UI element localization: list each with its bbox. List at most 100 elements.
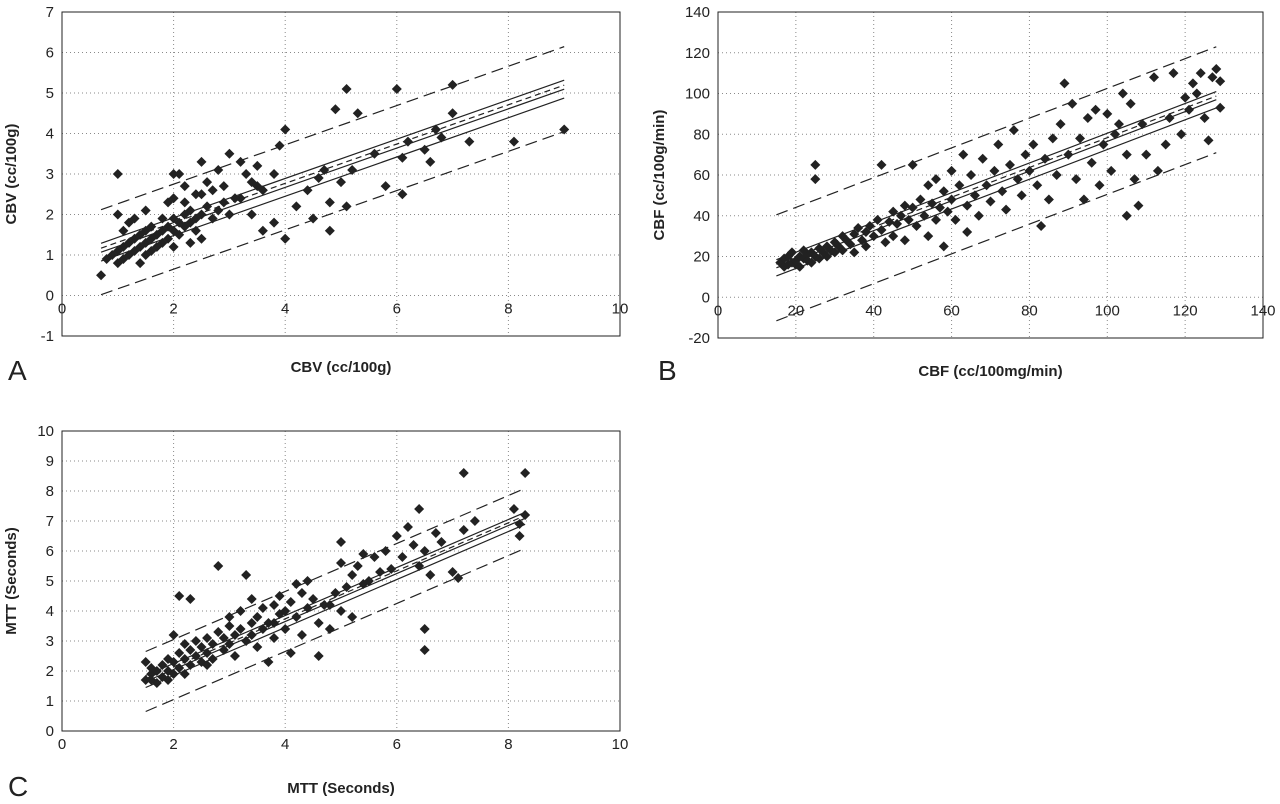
data-point: [274, 140, 285, 151]
data-point: [202, 660, 213, 670]
data-point: [1110, 129, 1121, 140]
data-point: [336, 537, 346, 547]
data-point: [313, 173, 324, 184]
data-point: [973, 210, 984, 221]
data-point: [196, 156, 207, 167]
y-tick-label: 20: [693, 249, 710, 266]
data-point: [402, 522, 413, 532]
y-tick-label: 100: [685, 86, 710, 103]
x-tick-label: 10: [612, 301, 629, 318]
data-point: [118, 254, 129, 265]
data-point: [252, 160, 263, 171]
data-point: [391, 83, 402, 94]
x-tick-label: 140: [1250, 302, 1275, 319]
data-point: [168, 241, 179, 252]
data-point: [218, 633, 229, 643]
data-point: [1168, 68, 1179, 79]
data-point: [252, 181, 263, 192]
y-tick-label: 3: [46, 633, 54, 650]
data-point: [146, 675, 157, 685]
data-point: [1137, 119, 1148, 130]
data-point: [246, 630, 257, 640]
data-point: [1090, 104, 1101, 115]
data-point: [202, 648, 213, 658]
data-point: [157, 660, 168, 670]
data-point: [196, 642, 207, 652]
data-point: [888, 206, 899, 217]
data-point: [1094, 180, 1105, 191]
data-point: [146, 221, 157, 232]
data-point: [1036, 220, 1047, 231]
y-tick-label: 2: [46, 663, 54, 680]
data-point: [1176, 129, 1187, 140]
data-point: [868, 231, 879, 242]
data-point: [1012, 174, 1023, 185]
data-point: [899, 200, 910, 211]
y-axis-title: MTT (Seconds): [3, 527, 20, 635]
data-point: [185, 594, 196, 604]
data-point: [341, 201, 352, 212]
data-point: [179, 639, 190, 649]
data-point: [923, 231, 934, 242]
data-point: [1067, 98, 1078, 109]
data-point: [207, 185, 218, 196]
data-point: [168, 193, 179, 204]
x-tick-label: 0: [714, 302, 722, 319]
x-tick-label: 20: [788, 302, 805, 319]
prediction-upper: [145, 487, 526, 653]
data-point: [1160, 139, 1171, 150]
x-tick-label: 100: [1095, 302, 1120, 319]
data-point: [1004, 159, 1015, 170]
data-point: [391, 531, 402, 541]
data-point: [174, 169, 185, 179]
data-point: [213, 164, 224, 175]
data-point: [118, 225, 129, 236]
data-point: [363, 576, 374, 586]
x-axis-title: CBV (cc/100g): [291, 359, 392, 376]
data-point: [397, 189, 408, 200]
y-tick-label: 6: [46, 543, 54, 560]
y-tick-label: 5: [46, 85, 54, 102]
data-point: [241, 570, 252, 580]
data-point: [849, 229, 860, 240]
x-axis-title: MTT (Seconds): [287, 780, 395, 797]
data-point: [453, 573, 464, 583]
data-point: [157, 237, 168, 248]
data-point: [190, 651, 201, 661]
data-point: [1180, 92, 1191, 103]
data-point: [458, 468, 469, 478]
data-point: [274, 591, 285, 601]
data-point: [252, 612, 263, 622]
data-point: [179, 654, 190, 664]
data-point: [981, 180, 992, 191]
data-point: [946, 165, 957, 176]
data-point: [419, 645, 430, 655]
y-tick-label: 1: [46, 693, 54, 710]
data-point: [447, 567, 458, 577]
data-point: [1129, 174, 1140, 185]
data-point: [786, 247, 797, 258]
data-point: [857, 235, 868, 246]
data-point: [1187, 78, 1198, 89]
data-point: [308, 594, 319, 604]
data-point: [224, 209, 235, 220]
data-point: [347, 570, 358, 580]
data-point: [414, 504, 425, 514]
data-point: [341, 83, 352, 94]
data-point: [185, 660, 196, 670]
data-point: [202, 201, 213, 212]
data-point: [430, 528, 441, 538]
data-point: [1055, 119, 1066, 130]
confidence-upper: [776, 91, 1217, 261]
data-point: [985, 196, 996, 207]
data-point: [1001, 204, 1012, 215]
data-point: [814, 253, 825, 264]
data-point: [308, 213, 319, 224]
data-point: [425, 570, 436, 580]
data-point: [927, 198, 938, 209]
data-point: [118, 241, 129, 252]
data-point: [977, 153, 988, 164]
data-point: [1121, 149, 1132, 160]
data-point: [235, 606, 246, 616]
data-point: [892, 218, 903, 229]
